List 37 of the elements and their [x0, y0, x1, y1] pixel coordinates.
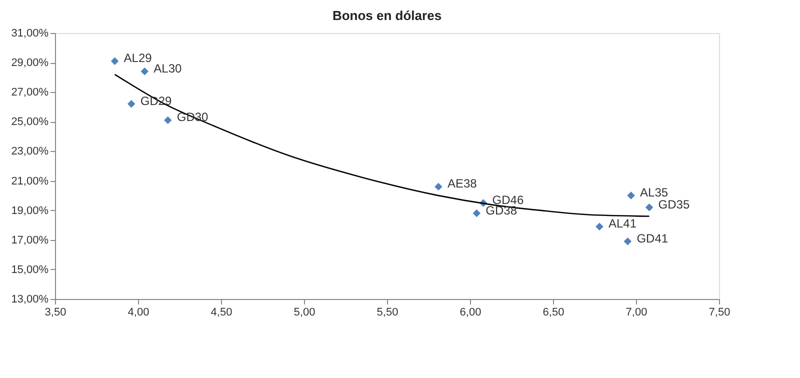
point: [645, 204, 654, 212]
point: [434, 182, 442, 191]
y-tick-label: 15,00%: [11, 264, 49, 276]
point: [127, 100, 136, 108]
point: [164, 116, 172, 124]
point: [472, 209, 481, 218]
y-tick-label: 27,00%: [11, 86, 49, 99]
annotation: AL41: [608, 216, 637, 231]
y-tick-label: 19,00%: [11, 204, 49, 217]
y-tick-label: 21,00%: [11, 175, 49, 188]
y-tick-label: 23,00%: [11, 146, 49, 158]
y-tick-label: 13,00%: [11, 294, 49, 306]
x-tick-label: 6,50: [542, 306, 564, 318]
annotation: AL30: [154, 61, 182, 76]
x-tick-label: 7,50: [708, 306, 730, 318]
point: [627, 192, 635, 200]
x-tick-label: 4,00: [128, 306, 150, 318]
x-tick-label: 3,50: [44, 306, 66, 318]
y-tick-label: 17,00%: [11, 234, 49, 246]
point: [596, 222, 604, 230]
x-tick-label: 7,00: [626, 306, 648, 318]
x-tick-label: 6,00: [460, 306, 482, 318]
chart-title: Bonos en dólares: [332, 8, 442, 23]
annotation: GD41: [636, 231, 668, 246]
x-tick-label: 5,00: [294, 306, 316, 318]
y-tick-label: 31,00%: [11, 28, 49, 40]
x-tick-label: 5,50: [376, 306, 398, 318]
annotation: AL29: [124, 51, 152, 66]
annotation: GD35: [658, 197, 690, 212]
annotation: AE38: [447, 176, 478, 191]
x-tick-label: 4,50: [210, 306, 232, 318]
point: [140, 68, 149, 76]
point: [110, 57, 119, 65]
annotation: AL35: [640, 186, 668, 200]
point: [624, 237, 632, 246]
y-tick-label: 29,00%: [11, 57, 49, 70]
y-tick-label: 25,00%: [11, 116, 49, 128]
